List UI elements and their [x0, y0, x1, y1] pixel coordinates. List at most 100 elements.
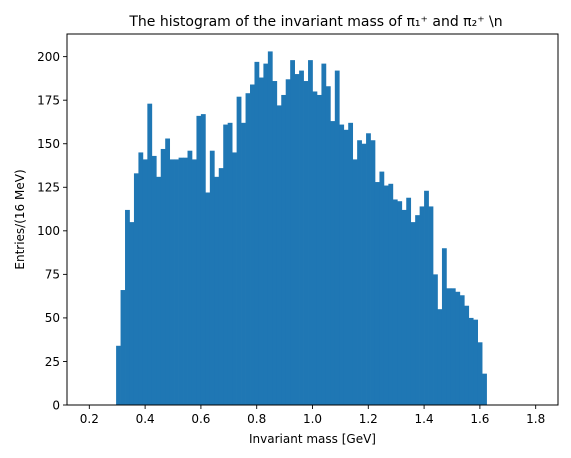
histogram-bar — [191, 159, 197, 405]
histogram-bar — [325, 86, 331, 405]
y-axis-label: Entries/(16 MeV) — [13, 169, 27, 269]
histogram-bar — [366, 133, 371, 405]
y-tick-label: 50 — [45, 311, 60, 325]
histogram-bar — [272, 81, 278, 405]
histogram-bar — [285, 79, 291, 405]
y-tick-label: 200 — [37, 50, 60, 64]
histogram-bar — [455, 291, 461, 405]
histogram-bar — [446, 288, 452, 405]
histogram-bar — [361, 143, 367, 406]
histogram-bar — [232, 152, 237, 405]
chart-title: The histogram of the invariant mass of π… — [128, 14, 502, 30]
histogram-bar — [352, 159, 358, 405]
histogram-bar — [258, 77, 264, 405]
histogram-bar — [236, 96, 242, 405]
histogram-bar — [254, 61, 260, 406]
histogram-bar — [125, 209, 130, 405]
histogram-bar — [348, 122, 354, 405]
histogram-bar — [433, 274, 438, 405]
histogram-bar — [294, 74, 300, 405]
histogram-bar — [133, 173, 139, 405]
histogram-bar — [209, 150, 215, 405]
histogram-bar — [477, 342, 483, 405]
histogram-bar — [267, 51, 273, 406]
y-tick-label: 175 — [37, 93, 60, 107]
histogram-bar — [178, 157, 184, 405]
histogram-bar — [419, 206, 425, 405]
histogram-bar — [473, 319, 478, 405]
histogram-bar — [410, 222, 416, 405]
histogram-bar — [437, 309, 443, 405]
histogram-bar — [165, 138, 171, 405]
y-tick-label: 100 — [37, 224, 60, 238]
histogram-bar — [392, 199, 398, 405]
histogram-bar — [450, 288, 456, 405]
x-tick-label: 1.2 — [359, 412, 378, 426]
histogram-bar — [415, 215, 420, 405]
histogram-bar — [169, 159, 175, 405]
histogram-bar — [370, 140, 376, 405]
histogram-bar — [388, 183, 394, 405]
histogram-bar — [223, 124, 229, 405]
histogram-bar — [187, 150, 193, 405]
histogram-bar — [156, 176, 162, 405]
histogram-bar — [468, 317, 474, 405]
histogram-bar — [205, 192, 211, 405]
histogram-bar — [406, 197, 412, 405]
histogram-bar — [383, 185, 389, 405]
x-tick-label: 0.2 — [80, 412, 99, 426]
histogram-bar — [138, 152, 144, 405]
histogram-bar — [308, 60, 313, 405]
y-tick-label: 25 — [45, 355, 60, 369]
histogram-bar — [357, 140, 362, 405]
histogram-bar — [147, 103, 153, 406]
x-tick-label: 1.4 — [415, 412, 434, 426]
histogram-bar — [299, 70, 304, 405]
x-tick-label: 1.6 — [470, 412, 489, 426]
histogram-bar — [227, 122, 233, 405]
histogram-bar — [401, 209, 407, 405]
histogram-bar — [290, 60, 295, 405]
y-tick-label: 125 — [37, 181, 60, 195]
histogram-bar — [339, 124, 345, 405]
histogram-bar — [441, 248, 447, 405]
y-tick-label: 75 — [45, 268, 60, 282]
x-tick-label: 1.8 — [526, 412, 545, 426]
histogram-bar — [116, 345, 121, 405]
histogram-bar — [379, 171, 385, 405]
histogram-bar — [241, 122, 246, 405]
histogram-bar — [334, 70, 340, 405]
histogram-bar — [120, 290, 126, 405]
histogram-bar — [214, 176, 220, 405]
histogram-bar — [174, 159, 179, 405]
x-tick-label: 0.8 — [247, 412, 266, 426]
histogram-bar — [245, 93, 251, 405]
x-tick-label: 0.4 — [136, 412, 155, 426]
histogram-bar — [374, 182, 380, 405]
histogram-bar — [424, 190, 429, 405]
histogram-bar — [183, 157, 188, 405]
histogram-bar — [250, 84, 255, 405]
histogram-bar — [312, 91, 318, 405]
histogram-bars — [116, 51, 487, 406]
histogram-bar — [200, 114, 206, 406]
histogram-bar — [428, 206, 434, 405]
histogram-bar — [129, 222, 135, 405]
histogram-bar — [151, 155, 157, 405]
y-tick-label: 150 — [37, 137, 60, 151]
histogram-bar — [281, 94, 287, 406]
histogram-bar — [459, 295, 465, 405]
histogram-bar — [160, 148, 166, 405]
y-tick-label: 0 — [52, 398, 60, 412]
histogram-bar — [482, 373, 487, 405]
histogram-bar — [343, 129, 349, 406]
histogram-bar — [464, 305, 470, 405]
histogram-bar — [321, 63, 327, 406]
x-axis-ticks: 0.2 0.4 0.6 0.8 1.0 1.2 1.4 1.6 1.8 — [80, 405, 545, 426]
x-tick-label: 1.0 — [303, 412, 322, 426]
x-axis-label: Invariant mass [GeV] — [249, 432, 376, 446]
histogram-bar — [263, 63, 269, 406]
histogram-bar — [218, 168, 224, 405]
histogram-bar — [196, 115, 202, 406]
